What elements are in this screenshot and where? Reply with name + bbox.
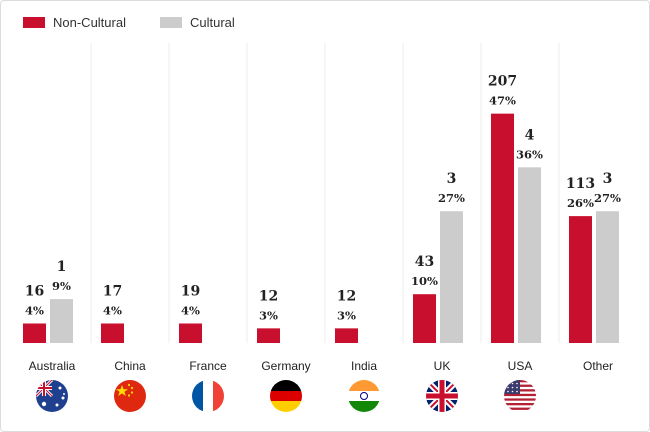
legend-swatch-cultural: [159, 17, 182, 28]
percent-label: 4%: [103, 303, 122, 317]
category-label-australia: Australia: [29, 359, 76, 373]
legend-swatch-non-cultural: [23, 17, 45, 28]
bar-cultural-uk: [440, 211, 463, 343]
value-label: 16: [25, 283, 44, 299]
bar-non-cultural-china: [101, 323, 124, 343]
bar-cultural-usa: [518, 167, 541, 343]
legend-label-cultural: Cultural: [189, 15, 235, 30]
germany-flag-icon: [270, 380, 302, 412]
value-label: 3: [603, 171, 613, 187]
value-label: 19: [181, 283, 200, 299]
bar-non-cultural-germany: [257, 328, 280, 343]
legend-item-cultural: Cultural: [159, 15, 235, 30]
percent-label: 3%: [337, 308, 356, 322]
category-label-usa: USA: [508, 359, 533, 373]
percent-label: 4%: [25, 303, 44, 317]
value-label: 3: [447, 171, 457, 187]
value-label: 12: [337, 288, 356, 304]
percent-label: 27%: [594, 191, 621, 205]
value-label: 17: [103, 283, 122, 299]
value-label: 4: [525, 127, 535, 143]
category-label-germany: Germany: [261, 359, 310, 373]
percent-label: 10%: [411, 274, 438, 288]
bar-non-cultural-uk: [413, 294, 436, 343]
bar-non-cultural-india: [335, 328, 358, 343]
category-label-other: Other: [583, 359, 613, 373]
bar-non-cultural-usa: [491, 113, 514, 343]
india-flag-icon: [348, 380, 380, 412]
percent-label: 27%: [438, 191, 465, 205]
value-label: 207: [488, 74, 517, 90]
bar-non-cultural-france: [179, 323, 202, 343]
percent-label: 3%: [259, 308, 278, 322]
percent-label: 47%: [489, 94, 516, 108]
category-label-china: China: [114, 359, 146, 373]
value-label: 43: [415, 254, 434, 270]
legend-label-non-cultural: Non-Cultural: [53, 15, 126, 30]
china-flag-icon: [114, 380, 146, 412]
value-label: 12: [259, 288, 278, 304]
bar-cultural-other: [596, 211, 619, 343]
bar-cultural-australia: [50, 299, 73, 343]
category-label-india: India: [351, 359, 377, 373]
percent-label: 36%: [516, 147, 543, 161]
percent-label: 9%: [52, 279, 71, 293]
australia-flag-icon: [36, 380, 68, 412]
usa-flag-icon: [504, 380, 536, 412]
value-label: 1: [57, 259, 67, 275]
france-flag-icon: [192, 380, 224, 412]
percent-label: 4%: [181, 303, 200, 317]
category-label-uk: UK: [434, 359, 451, 373]
category-label-france: France: [189, 359, 227, 373]
percent-label: 26%: [567, 196, 594, 210]
bar-non-cultural-other: [569, 216, 592, 343]
uk-flag-icon: [426, 380, 458, 412]
chart-legend: Non-Cultural Cultural: [23, 15, 235, 30]
legend-item-non-cultural: Non-Cultural: [23, 15, 126, 30]
bar-non-cultural-australia: [23, 323, 46, 343]
value-label: 113: [566, 176, 595, 192]
